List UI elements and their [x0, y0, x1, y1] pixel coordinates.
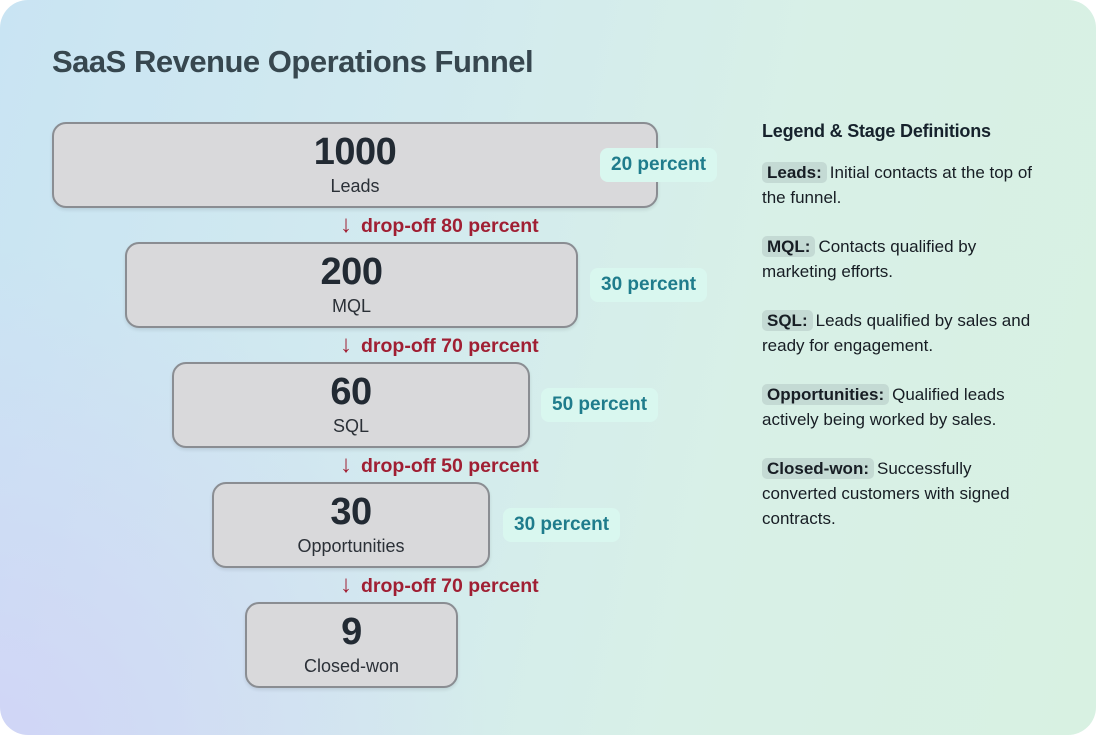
legend-panel: Legend & Stage Definitions Leads: Initial…	[762, 119, 1046, 531]
dropoff-label: drop-off 70 percent	[361, 574, 539, 597]
funnel-stage-sql: 60 SQL	[172, 362, 530, 448]
legend-definition: Qualified leads actively being worked by…	[762, 385, 1005, 429]
stage-value: 60	[330, 370, 372, 413]
dropoff-annotation-opportunities-closed-won: ↓ drop-off 70 percent	[340, 571, 539, 601]
conversion-badge-mql: 30 percent	[590, 268, 708, 302]
stage-label: Closed-won	[303, 655, 400, 676]
down-arrow-icon: ↓	[340, 331, 352, 358]
legend-entry-mql: MQL: Contacts qualified by marketing effo…	[762, 234, 1046, 284]
stage-label: Opportunities	[297, 535, 405, 556]
stage-value: 1000	[313, 130, 397, 173]
stage-value: 9	[341, 610, 362, 653]
down-arrow-icon: ↓	[340, 451, 352, 478]
stage-label: SQL	[332, 415, 370, 436]
dropoff-label: drop-off 70 percent	[361, 334, 539, 357]
conversion-badge-opportunities: 30 percent	[503, 508, 621, 542]
legend-definition: Contacts qualified by marketing efforts.	[762, 237, 977, 281]
legend-entry-sql: SQL: Leads qualified by sales and ready f…	[762, 308, 1046, 358]
legend-entry-closed-won: Closed-won: Successfully converted custom…	[762, 456, 1046, 531]
stage-label: MQL	[331, 295, 371, 316]
stage-value: 200	[320, 250, 383, 293]
legend-term: MQL:	[762, 236, 816, 257]
legend-definition: Successfully converted customers with si…	[762, 459, 1010, 528]
dropoff-annotation-sql-opportunities: ↓ drop-off 50 percent	[340, 451, 539, 481]
dropoff-label: drop-off 50 percent	[361, 454, 539, 477]
conversion-badge-leads: 20 percent	[600, 148, 718, 182]
funnel-stage-mql: 200 MQL	[125, 242, 578, 328]
legend-term: SQL:	[762, 310, 813, 331]
funnel-stage-opportunities: 30 Opportunities	[212, 482, 490, 568]
down-arrow-icon: ↓	[340, 571, 352, 598]
dropoff-annotation-leads-mql: ↓ drop-off 80 percent	[340, 211, 539, 241]
legend-entry-leads: Leads: Initial contacts at the top of the…	[762, 160, 1046, 210]
dropoff-label: drop-off 80 percent	[361, 214, 539, 237]
legend-term: Opportunities:	[762, 384, 890, 405]
down-arrow-icon: ↓	[340, 211, 352, 238]
dropoff-annotation-mql-sql: ↓ drop-off 70 percent	[340, 331, 539, 361]
legend-definition: Initial contacts at the top of the funne…	[762, 163, 1033, 207]
legend-title: Legend & Stage Definitions	[762, 121, 991, 141]
stage-label: Leads	[330, 175, 380, 196]
funnel-stage-closed-won: 9 Closed-won	[245, 602, 458, 688]
conversion-badge-sql: 50 percent	[541, 388, 659, 422]
funnel-stage-leads: 1000 Leads	[52, 122, 658, 208]
legend-entry-opportunities: Opportunities: Qualified leads actively b…	[762, 382, 1046, 432]
legend-term: Leads:	[762, 162, 827, 183]
legend-definition: Leads qualified by sales and ready for e…	[762, 311, 1031, 355]
stage-value: 30	[330, 490, 372, 533]
page-title: SaaS Revenue Operations Funnel	[52, 44, 534, 79]
legend-term: Closed-won:	[762, 458, 874, 479]
